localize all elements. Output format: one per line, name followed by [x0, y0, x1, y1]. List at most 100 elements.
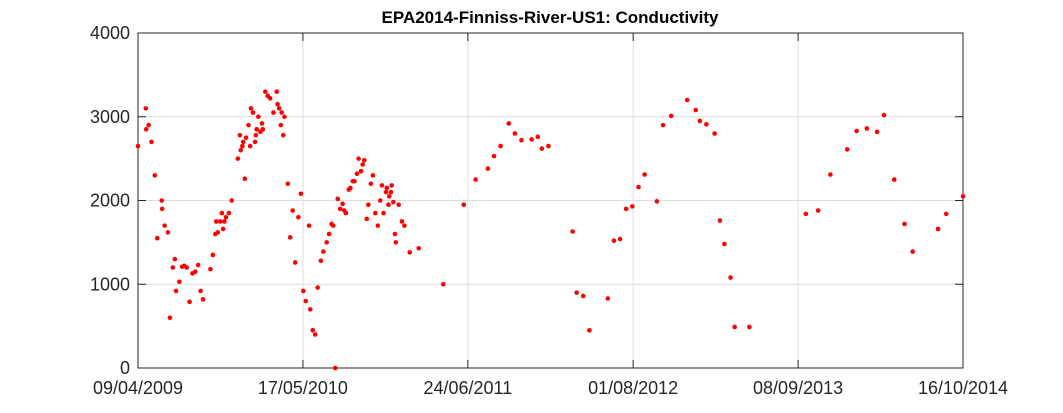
y-tick-label: 4000 — [90, 23, 130, 43]
data-point — [381, 210, 386, 216]
data-point — [276, 106, 282, 111]
data-point — [960, 194, 966, 199]
axis-ticks — [137, 32, 964, 369]
data-point — [392, 231, 398, 237]
data-point — [935, 226, 941, 232]
chart-title: EPA2014-Finniss-River-US1: Conductivity — [382, 8, 719, 27]
data-point — [728, 275, 733, 280]
data-point — [506, 121, 512, 126]
data-points — [135, 89, 966, 371]
data-point — [354, 171, 360, 176]
data-point — [254, 127, 259, 132]
data-point — [173, 288, 179, 294]
data-point — [172, 256, 178, 262]
data-point — [348, 185, 353, 191]
data-point — [660, 122, 666, 128]
x-tick-label: 08/09/2013 — [753, 378, 843, 398]
data-point — [668, 113, 674, 119]
data-point — [143, 127, 149, 132]
data-point — [485, 166, 491, 171]
data-point — [377, 198, 383, 203]
data-point — [340, 201, 345, 207]
data-point — [280, 132, 286, 138]
data-point — [722, 241, 727, 247]
data-point — [642, 172, 647, 177]
data-point — [529, 137, 534, 142]
data-point — [307, 307, 313, 312]
x-tick-label: 17/05/2010 — [258, 378, 348, 398]
data-point — [386, 202, 391, 207]
data-point — [215, 230, 221, 235]
data-point — [321, 249, 326, 254]
data-point — [335, 196, 341, 202]
y-tick-labels: 0 1000 2000 3000 4000 — [90, 23, 130, 378]
data-point — [159, 198, 165, 203]
data-point — [519, 137, 524, 143]
data-point — [570, 229, 575, 234]
data-point — [343, 210, 349, 216]
data-point — [704, 121, 709, 127]
data-point — [146, 122, 151, 128]
data-point — [298, 191, 304, 197]
data-point — [282, 114, 287, 120]
data-point — [262, 89, 268, 94]
data-point — [717, 218, 723, 223]
data-point — [220, 226, 226, 232]
data-point — [881, 112, 887, 118]
data-point — [252, 139, 258, 145]
data-point — [407, 250, 413, 255]
data-point — [229, 198, 235, 203]
data-point — [574, 290, 579, 295]
data-point — [279, 110, 284, 115]
data-point — [902, 221, 907, 227]
data-point — [440, 281, 446, 287]
data-point — [290, 208, 295, 213]
data-point — [246, 122, 251, 128]
data-point — [285, 181, 291, 187]
data-point — [310, 328, 316, 333]
data-point — [611, 238, 617, 243]
data-point — [198, 288, 203, 294]
y-tick-label: 1000 — [90, 274, 130, 294]
y-tick-label: 2000 — [90, 191, 130, 211]
data-point — [943, 211, 949, 217]
data-point — [874, 129, 880, 135]
data-point — [617, 236, 623, 242]
data-point — [303, 298, 309, 304]
data-point — [259, 121, 265, 126]
data-point — [393, 240, 399, 245]
data-point — [391, 199, 396, 205]
x-tick-label: 16/10/2014 — [918, 378, 1008, 398]
data-point — [636, 184, 641, 190]
data-point — [539, 146, 545, 151]
data-point — [274, 89, 280, 94]
data-point — [184, 265, 189, 270]
data-point — [159, 206, 165, 212]
data-point — [143, 106, 149, 111]
data-point — [388, 189, 394, 195]
data-point — [389, 183, 395, 188]
data-point — [512, 131, 518, 136]
data-point — [693, 107, 699, 113]
data-point — [217, 219, 223, 224]
data-point — [498, 143, 503, 149]
data-point — [312, 332, 318, 337]
data-point — [362, 158, 367, 163]
data-point — [162, 223, 167, 228]
data-point — [301, 288, 306, 294]
data-point — [697, 118, 703, 124]
data-point — [402, 223, 407, 228]
data-point — [491, 153, 497, 159]
data-point — [654, 199, 660, 204]
data-point — [226, 210, 232, 216]
x-tick-label: 09/04/2009 — [93, 378, 183, 398]
data-point — [278, 122, 284, 128]
data-point — [535, 134, 541, 140]
data-point — [326, 231, 332, 237]
data-point — [240, 139, 246, 145]
data-point — [416, 245, 422, 251]
x-tick-label: 01/08/2012 — [588, 378, 678, 398]
data-point — [296, 214, 301, 220]
data-point — [187, 299, 192, 305]
data-point — [149, 139, 154, 145]
